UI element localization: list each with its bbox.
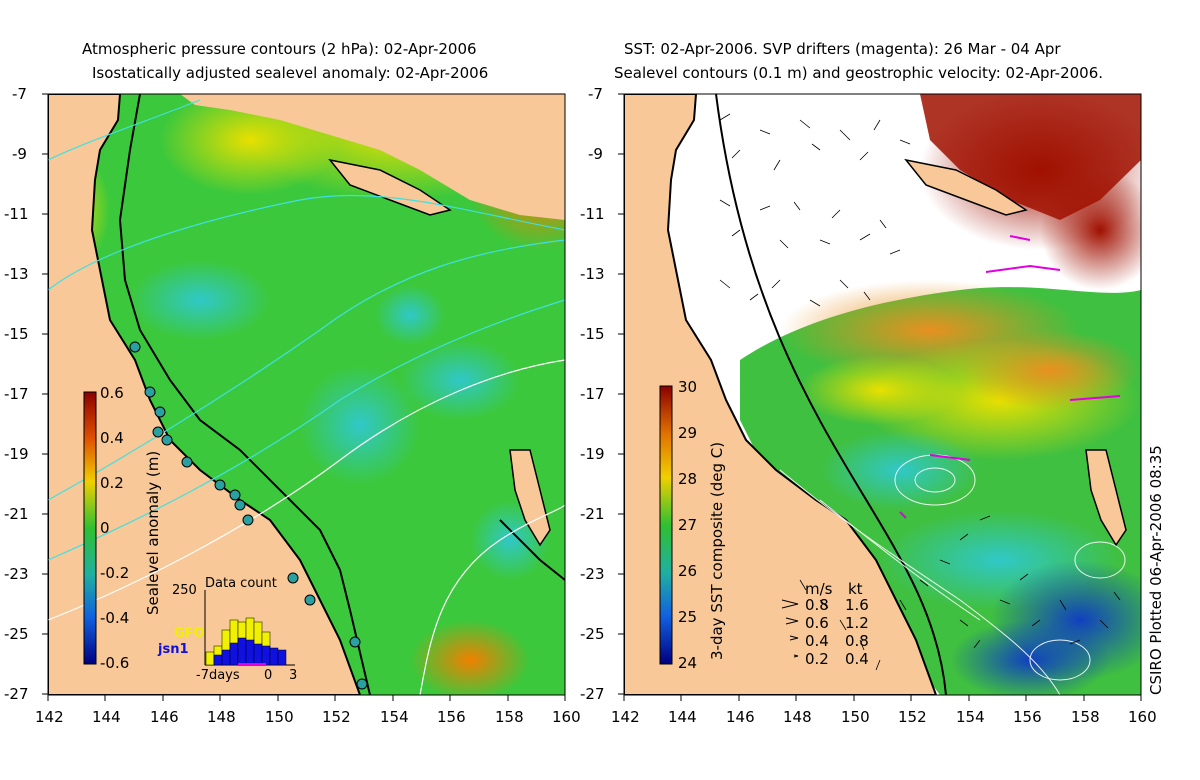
right-lat-tick: -7 [588, 85, 603, 103]
left-title-line1: Atmospheric pressure contours (2 hPa): 0… [82, 40, 477, 58]
left-lat-tick: -11 [4, 205, 29, 223]
right-lon-tick: 148 [783, 708, 812, 726]
velocity-legend-ms: 0.6 [805, 614, 829, 632]
sla-colorbar-tick: -0.2 [100, 564, 130, 582]
sst-colorbar-tick: 26 [678, 562, 698, 580]
sla-colorbar-tick: 0 [100, 519, 110, 537]
velocity-legend-arrows [781, 599, 799, 658]
velocity-arrows [719, 113, 1121, 671]
left-map [48, 94, 565, 695]
sla-colorbar-label: Sealevel anomaly (m) [144, 450, 162, 615]
right-lon-tick: 154 [956, 708, 985, 726]
left-lat-tick: -17 [4, 385, 29, 403]
left-lat-tick: -25 [4, 625, 29, 643]
right-lon-tick: 146 [726, 708, 755, 726]
left-lat-tick: -23 [4, 565, 29, 583]
left-lon-tick: 146 [150, 708, 179, 726]
right-title-line2: Sealevel contours (0.1 m) and geostrophi… [614, 64, 1104, 82]
sla-colorbar-tick: 0.6 [100, 384, 124, 402]
right-lat-tick: -11 [580, 205, 605, 223]
sst-colorbar-tick: 30 [678, 378, 698, 396]
inset-title: Data count [205, 576, 277, 591]
sla-colorbar-tick: -0.4 [100, 609, 130, 627]
left-lat-tick: -15 [4, 325, 29, 343]
inset-ymax: 250 [172, 583, 197, 598]
sst-colorbar-tick: 24 [678, 654, 698, 672]
velocity-legend-kt: 1.6 [845, 596, 869, 614]
left-lon-tick: 142 [35, 708, 64, 726]
plotted-stamp: CSIRO Plotted 06-Apr-2006 08:35 [1147, 445, 1165, 695]
sst-colorbar-tick: 28 [678, 470, 698, 488]
right-axis-ticks [618, 93, 1142, 701]
right-lon-tick: 160 [1128, 708, 1157, 726]
inset-xtick: -7days [196, 668, 240, 683]
right-map [624, 94, 1141, 695]
right-lat-tick: -21 [580, 505, 605, 523]
velocity-legend-ms: 0.4 [805, 632, 829, 650]
data-count-inset [204, 590, 295, 666]
right-title-line1: SST: 02-Apr-2006. SVP drifters (magenta)… [624, 40, 1061, 58]
left-lon-tick: 152 [322, 708, 351, 726]
sst-colorbar-label: 3-day SST composite (deg C) [708, 441, 726, 660]
right-lon-tick: 156 [1013, 708, 1042, 726]
sst-colorbar-tick: 27 [678, 516, 698, 534]
left-lat-tick: -13 [4, 265, 29, 283]
right-lon-tick: 158 [1071, 708, 1100, 726]
left-lon-tick: 150 [265, 708, 294, 726]
left-lon-tick: 158 [495, 708, 524, 726]
right-lon-tick: 150 [841, 708, 870, 726]
right-lat-tick: -27 [580, 685, 605, 703]
sst-colorbar [659, 385, 673, 665]
left-lon-tick: 148 [207, 708, 236, 726]
sla-colorbar-tick: 0.2 [100, 474, 124, 492]
velocity-legend-kt: 0.8 [845, 632, 869, 650]
right-lat-tick: -17 [580, 385, 605, 403]
left-lon-tick: 154 [380, 708, 409, 726]
right-lat-tick: -15 [580, 325, 605, 343]
velocity-legend-unit-ms: m/s [805, 580, 833, 598]
velocity-legend-kt: 1.2 [845, 614, 869, 632]
right-lat-tick: -13 [580, 265, 605, 283]
right-lat-tick: -23 [580, 565, 605, 583]
velocity-legend-ms: 0.2 [805, 650, 829, 668]
velocity-legend-kt: 0.4 [845, 650, 869, 668]
left-lon-tick: 144 [92, 708, 121, 726]
left-lon-tick: 160 [552, 708, 581, 726]
sst-colorbar-tick: 25 [678, 608, 698, 626]
right-lon-tick: 142 [611, 708, 640, 726]
left-lon-tick: 156 [437, 708, 466, 726]
sst-colorbar-tick: 29 [678, 424, 698, 442]
right-lat-tick: -25 [580, 625, 605, 643]
inset-xtick: 3 [289, 668, 298, 683]
left-lat-tick: -21 [4, 505, 29, 523]
velocity-legend-ms: 0.8 [805, 596, 829, 614]
left-title-line2: Isostatically adjusted sealevel anomaly:… [92, 64, 489, 82]
left-lat-tick: -19 [4, 445, 29, 463]
right-lon-tick: 152 [898, 708, 927, 726]
left-lat-tick: -27 [4, 685, 29, 703]
inset-legend-jsn1: jsn1 [158, 642, 189, 657]
sla-colorbar-tick: 0.4 [100, 429, 124, 447]
sla-colorbar-tick: -0.6 [100, 654, 130, 672]
left-lat-tick: -7 [12, 85, 27, 103]
inset-xtick: 0 [264, 668, 273, 683]
right-lat-tick: -19 [580, 445, 605, 463]
right-lon-tick: 144 [668, 708, 697, 726]
inset-legend-gfo: GFO [174, 626, 205, 641]
sla-colorbar [83, 391, 97, 665]
velocity-legend-unit-kt: kt [848, 580, 863, 598]
right-lat-tick: -9 [588, 145, 603, 163]
left-axis-ticks [42, 93, 566, 701]
left-lat-tick: -9 [12, 145, 27, 163]
